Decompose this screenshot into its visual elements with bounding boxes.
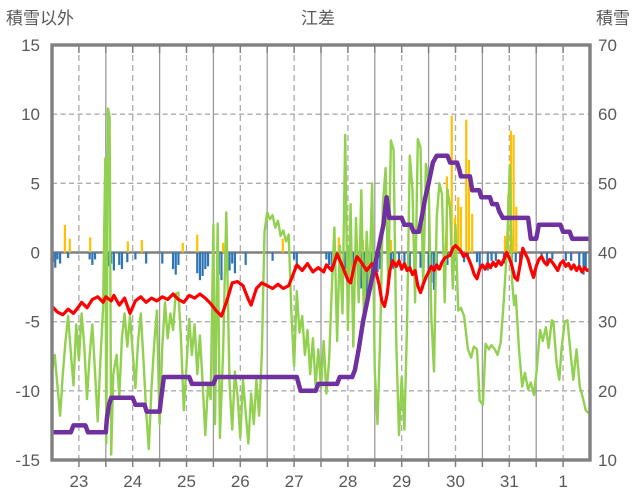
series-red-line (52, 244, 590, 318)
left-axis-tick: -15 (15, 451, 40, 470)
x-axis-day-label: 1 (558, 472, 567, 491)
left-axis-tick: -5 (25, 313, 40, 332)
series-orange-bars (63, 115, 518, 253)
right-axis-tick: 60 (598, 105, 617, 124)
x-axis-day-label: 29 (392, 472, 411, 491)
right-axis-title: 積雪 (596, 9, 630, 28)
x-axis-day-label: 31 (500, 472, 519, 491)
series-group (52, 107, 590, 456)
right-axis-tick: 10 (598, 451, 617, 470)
series-green-line (52, 107, 590, 456)
x-axis-day-label: 30 (446, 472, 465, 491)
right-axis-tick: 70 (598, 36, 617, 55)
x-axis-day-label: 28 (338, 472, 357, 491)
x-axis-day-label: 25 (177, 472, 196, 491)
left-axis-title: 積雪以外 (6, 9, 74, 28)
left-axis-tick: 0 (31, 244, 40, 263)
series-purple-line-snow-depth (52, 153, 590, 435)
right-axis-tick: 40 (598, 244, 617, 263)
x-axis-day-label: 24 (123, 472, 142, 491)
right-axis-tick: 20 (598, 382, 617, 401)
x-axis-day-label: 23 (69, 472, 88, 491)
left-axis-tick: 5 (31, 174, 40, 193)
chart-title: 江差 (301, 9, 335, 28)
left-axis-tick: 15 (21, 36, 40, 55)
right-axis-tick: 50 (598, 174, 617, 193)
left-axis-tick: 10 (21, 105, 40, 124)
right-axis-tick: 30 (598, 313, 617, 332)
x-axis-day-label: 27 (285, 472, 304, 491)
x-axis-day-label: 26 (231, 472, 250, 491)
x-tick-marks (78, 46, 564, 467)
left-axis-tick: -10 (15, 382, 40, 401)
